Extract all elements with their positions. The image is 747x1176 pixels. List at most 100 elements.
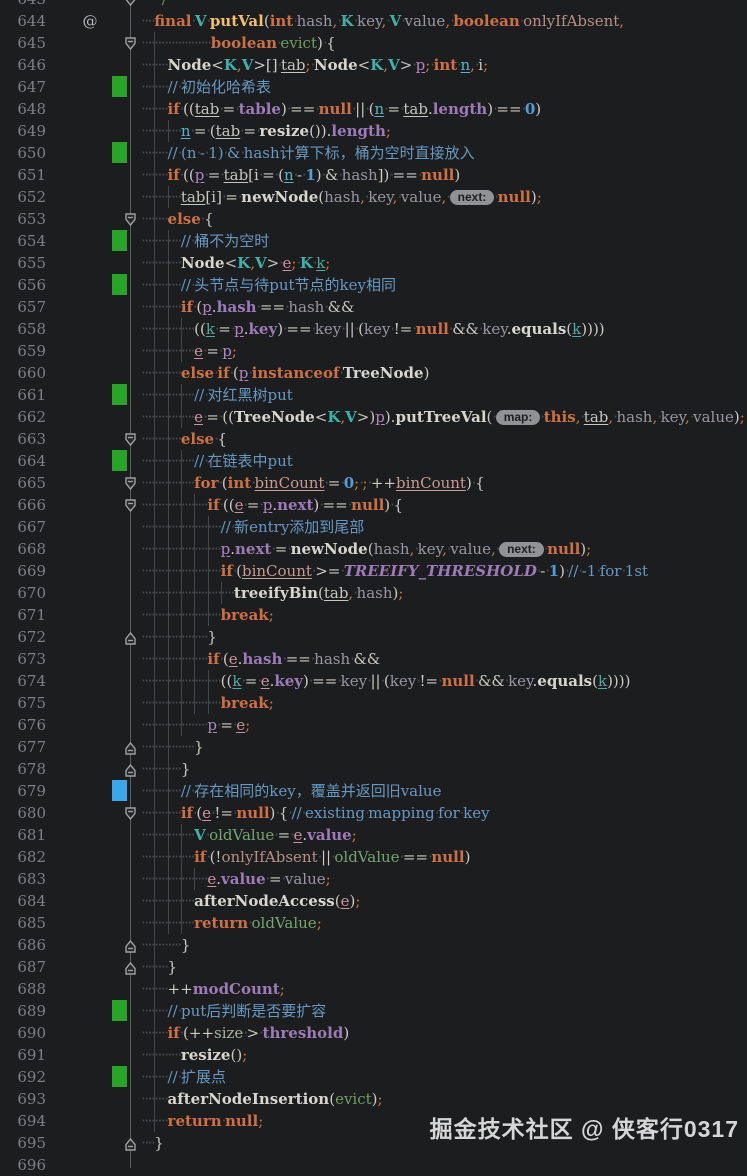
line-number[interactable]: 649 [17,122,46,140]
code-line[interactable]: 653 ········else·{ [0,208,747,230]
code-line[interactable]: 651 ········if·((p·=·tab[i·=·(n·-·1)·&·ha… [0,164,747,186]
code-line[interactable]: 645 ·····················boolean·evict)·{ [0,32,747,54]
code-line[interactable]: 691 ············resize(); [0,1044,747,1066]
code-line[interactable]: 646 ········Node<K,V>[]·tab;·Node<K,V>·p;… [0,54,747,76]
line-number[interactable]: 662 [17,408,46,426]
code-line[interactable]: 677 ················} [0,736,747,758]
vcs-added-bar[interactable] [112,1066,127,1087]
code-line[interactable]: 656 ············//·头节点与待put节点的key相同 [0,274,747,296]
line-number[interactable]: 686 [17,936,46,954]
line-number[interactable]: 658 [17,320,46,338]
code-line[interactable]: 696 [0,1154,747,1176]
line-number[interactable]: 692 [17,1068,46,1086]
code-line[interactable]: 649 ············n·=·(tab·=·resize()).leng… [0,120,747,142]
line-number[interactable]: 695 [17,1134,46,1152]
line-number[interactable]: 654 [17,232,46,250]
fold-open-icon[interactable] [124,498,137,513]
fold-open-icon[interactable] [124,212,137,227]
line-number[interactable]: 660 [17,364,46,382]
fold-open-icon[interactable] [124,432,137,447]
line-number[interactable]: 645 [17,34,46,52]
line-number[interactable]: 665 [17,474,46,492]
code-line[interactable]: 674 ························((k·=·e.key)·… [0,670,747,692]
line-number[interactable]: 656 [17,276,46,294]
line-number[interactable]: 647 [17,78,46,96]
code-line[interactable]: 673 ····················if·(e.hash·==·has… [0,648,747,670]
inlay-hint[interactable]: map: [495,410,541,425]
line-number[interactable]: 671 [17,606,46,624]
line-number[interactable]: 644 [17,12,46,30]
line-number[interactable]: 669 [17,562,46,580]
code-line[interactable]: 670 ····························treeifyBi… [0,582,747,604]
line-number[interactable]: 673 [17,650,46,668]
line-number[interactable]: 680 [17,804,46,822]
code-line[interactable]: 692 ········//·扩展点 [0,1066,747,1088]
line-number[interactable]: 646 [17,56,46,74]
code-line[interactable]: 695 ····} [0,1132,747,1154]
code-line[interactable]: 675 ························break; [0,692,747,714]
fold-close-icon[interactable] [124,960,137,975]
line-number[interactable]: 689 [17,1002,46,1020]
code-line[interactable]: 683 ····················e.value·=·value; [0,868,747,890]
code-line[interactable]: 672 ····················} [0,626,747,648]
line-number[interactable]: 694 [17,1112,46,1130]
vcs-added-bar[interactable] [112,274,127,295]
code-line[interactable]: 658 ················((k·=·p.key)·==·key·|… [0,318,747,340]
code-line[interactable]: 688 ········++modCount; [0,978,747,1000]
code-line[interactable]: 643 ····*/ [0,0,747,10]
code-line[interactable]: 652 ············tab[i]·=·newNode(hash,·ke… [0,186,747,208]
vcs-added-bar[interactable] [112,450,127,471]
line-number[interactable]: 683 [17,870,46,888]
vcs-added-bar[interactable] [112,230,127,251]
line-number[interactable]: 687 [17,958,46,976]
vcs-added-bar[interactable] [112,384,127,405]
line-number[interactable]: 667 [17,518,46,536]
code-line[interactable]: 678 ············} [0,758,747,780]
line-number[interactable]: 691 [17,1046,46,1064]
fold-close-icon[interactable] [124,740,137,755]
code-line[interactable]: 689 ········//·put后判断是否要扩容 [0,1000,747,1022]
code-line[interactable]: 659 ················e·=·p; [0,340,747,362]
code-line[interactable]: 655 ············Node<K,V>·e;·K·k; [0,252,747,274]
line-number[interactable]: 650 [17,144,46,162]
line-number[interactable]: 663 [17,430,46,448]
line-number[interactable]: 678 [17,760,46,778]
code-line[interactable]: 647 ········//·初始化哈希表 [0,76,747,98]
line-number[interactable]: 659 [17,342,46,360]
line-number[interactable]: 657 [17,298,46,316]
line-number[interactable]: 696 [17,1156,46,1174]
code-line[interactable]: 648 ········if·((tab·=·table)·==·null·||·… [0,98,747,120]
fold-open-icon[interactable] [124,806,137,821]
code-line[interactable]: 693 ········afterNodeInsertion(evict); [0,1088,747,1110]
line-number[interactable]: 664 [17,452,46,470]
line-number[interactable]: 672 [17,628,46,646]
code-line[interactable]: 679 ············//·存在相同的key，覆盖并返回旧value [0,780,747,802]
line-number[interactable]: 677 [17,738,46,756]
fold-open-icon[interactable] [124,476,137,491]
code-line[interactable]: 690 ········if·(++size·>·threshold) [0,1022,747,1044]
fold-close-icon[interactable] [124,1136,137,1151]
code-line[interactable]: 687 ········} [0,956,747,978]
line-number[interactable]: 651 [17,166,46,184]
line-number[interactable]: 688 [17,980,46,998]
code-line[interactable]: 657 ············if·(p.hash·==·hash·&& [0,296,747,318]
code-line[interactable]: 686 ············} [0,934,747,956]
line-number[interactable]: 670 [17,584,46,602]
code-line[interactable]: 682 ················if·(!onlyIfAbsent·||·… [0,846,747,868]
code-line[interactable]: 676 ····················p·=·e; [0,714,747,736]
line-number[interactable]: 690 [17,1024,46,1042]
code-line[interactable]: 663 ············else·{ [0,428,747,450]
code-line[interactable]: 684 ················afterNodeAccess(e); [0,890,747,912]
vcs-added-bar[interactable] [112,142,127,163]
code-line[interactable]: 694 ········return·null; [0,1110,747,1132]
line-number[interactable]: 661 [17,386,46,404]
code-line[interactable]: 666 ····················if·((e·=·p.next)·… [0,494,747,516]
line-number[interactable]: 676 [17,716,46,734]
code-line[interactable]: 685 ················return·oldValue; [0,912,747,934]
line-number[interactable]: 668 [17,540,46,558]
line-number[interactable]: 679 [17,782,46,800]
line-number[interactable]: 675 [17,694,46,712]
line-number[interactable]: 653 [17,210,46,228]
code-line[interactable]: 661 ················//·对红黑树put [0,384,747,406]
code-line[interactable]: 650 ········//·(n·-·1)·&·hash计算下标，桶为空时直接放… [0,142,747,164]
